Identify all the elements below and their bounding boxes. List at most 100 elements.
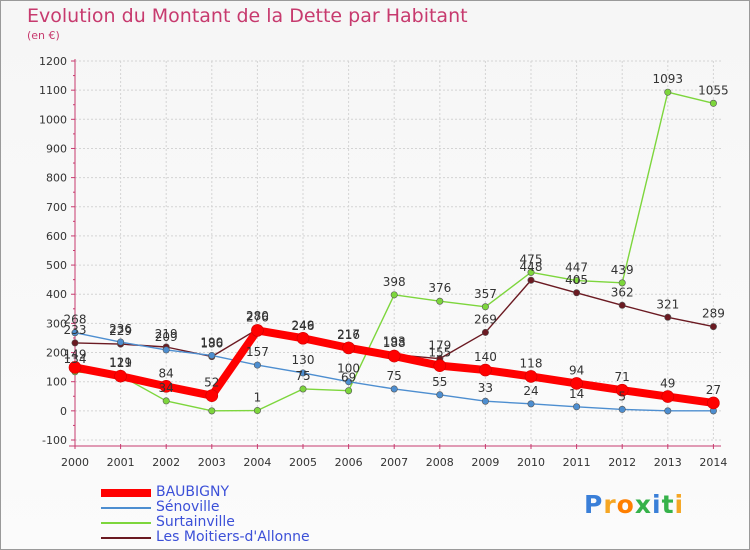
point-s-noville (618, 405, 626, 413)
legend-item-senoville: Sénoville (101, 499, 361, 515)
x-tick-label: 2000 (61, 456, 89, 469)
data-label-surtainville: 398 (383, 275, 406, 289)
legend-swatch-moitiers-d-allonne (101, 537, 151, 539)
x-tick-label: 2008 (426, 456, 454, 469)
point-baubigny (570, 377, 583, 390)
point-les-moitiers-d-allonne (71, 339, 79, 347)
data-label-surtainville: 34 (159, 381, 174, 395)
data-label-les-moitiers-d-allonne: 217 (337, 328, 360, 342)
y-tick-label: 400 (46, 288, 67, 301)
data-label-baubigny: 140 (474, 350, 497, 364)
point-s-noville (71, 329, 79, 337)
data-label-baubigny: 119 (109, 356, 132, 370)
point-les-moitiers-d-allonne (527, 276, 535, 284)
data-label-s-noville: 100 (337, 362, 360, 376)
data-label-surtainville: 357 (474, 287, 497, 301)
point-les-moitiers-d-allonne (573, 289, 581, 297)
data-label-surtainville: 439 (611, 263, 634, 277)
legend-label-baubigny: BAUBIGNY (156, 484, 230, 500)
y-tick-label: 800 (46, 172, 67, 185)
point-s-noville (253, 361, 261, 369)
point-surtainville (664, 88, 672, 96)
y-tick-label: -100 (42, 434, 67, 447)
data-label-s-noville: 130 (292, 353, 315, 367)
data-label-surtainville: 1093 (653, 72, 684, 86)
y-tick-label: 500 (46, 259, 67, 272)
data-label-les-moitiers-d-allonne: 229 (109, 324, 132, 338)
y-tick-label: 0 (60, 405, 67, 418)
series (68, 88, 720, 415)
data-label-baubigny: 27 (706, 383, 721, 397)
point-s-noville (345, 378, 353, 386)
point-s-noville (664, 407, 672, 415)
point-baubigny (205, 389, 219, 402)
data-label-surtainville: 1 (254, 391, 262, 405)
point-baubigny (68, 361, 82, 374)
point-les-moitiers-d-allonne (664, 313, 672, 321)
point-baubigny (342, 341, 355, 355)
data-label-s-noville: 75 (387, 369, 402, 383)
data-label-s-noville: 5 (618, 389, 626, 403)
x-tick-label: 2013 (654, 456, 682, 469)
y-tick-label: 300 (46, 317, 67, 330)
x-tick-label: 2001 (107, 456, 135, 469)
data-label-surtainville: 447 (565, 261, 588, 275)
point-baubigny (387, 349, 401, 363)
series-line-surtainville (74, 91, 714, 412)
legend-swatch-surtainville (101, 522, 151, 524)
point-baubigny (433, 359, 447, 372)
legend-label-moitiers-d-allonne: Les Moitiers-d'Allonne (156, 529, 310, 545)
data-label-baubigny: 149 (64, 347, 87, 361)
point-surtainville (390, 291, 398, 299)
data-label-surtainville: 121 (109, 356, 132, 370)
data-label-baubigny: 155 (428, 346, 451, 360)
data-label-s-noville: 236 (109, 322, 132, 336)
chart-title: Evolution du Montant de la Dette par Hab… (27, 5, 468, 27)
data-label-baubigny: 52 (204, 376, 219, 390)
data-label-surtainville: 1055 (698, 83, 729, 97)
data-label-s-noville: 55 (432, 375, 447, 389)
legend-label-senoville: Sénoville (156, 499, 220, 515)
data-label-les-moitiers-d-allonne: 405 (565, 273, 588, 287)
point-s-noville (481, 397, 489, 405)
data-label-les-moitiers-d-allonne: 448 (520, 260, 543, 274)
y-tick-label: 900 (46, 142, 67, 155)
point-surtainville (527, 268, 535, 276)
y-tick-label: 600 (46, 230, 67, 243)
point-surtainville (208, 407, 216, 415)
data-label-baubigny: 94 (569, 363, 584, 377)
data-label-les-moitiers-d-allonne: 269 (474, 312, 497, 326)
y-tick-label: 1100 (39, 84, 67, 97)
data-label-surtainville: 75 (295, 369, 310, 383)
point-surtainville (162, 397, 170, 405)
data-labels: 233 229 219 186 280 246 217 193 179 269 448 405 362 3… (64, 72, 729, 404)
data-label-les-moitiers-d-allonne: 362 (611, 285, 634, 299)
point-baubigny (296, 331, 310, 345)
data-label-baubigny: 118 (520, 356, 543, 370)
logo-letter: P (584, 490, 604, 519)
y-tick-label: 100 (46, 376, 67, 389)
axes: -100010020030040050060070080090010001100… (39, 55, 727, 469)
point-surtainville (299, 385, 307, 393)
data-label-baubigny: 276 (246, 310, 269, 324)
data-label-s-noville: 268 (64, 313, 87, 327)
point-baubigny (251, 324, 264, 337)
legend-swatch-senoville (101, 507, 151, 509)
point-surtainville (573, 277, 581, 285)
data-label-baubigny: 71 (615, 370, 630, 384)
point-surtainville (618, 279, 626, 287)
data-label-s-noville: 190 (200, 335, 223, 349)
point-baubigny (615, 383, 629, 397)
point-s-noville (208, 351, 216, 359)
x-tick-label: 2010 (517, 456, 545, 469)
data-label-baubigny: 249 (292, 318, 315, 332)
logo-letter: o (616, 490, 635, 519)
point-s-noville (117, 338, 125, 346)
grid (74, 60, 721, 441)
legend-swatch-baubigny (101, 489, 151, 497)
data-label-les-moitiers-d-allonne: 289 (702, 307, 725, 321)
point-surtainville (253, 407, 261, 415)
point-baubigny (524, 370, 538, 383)
x-tick-label: 2002 (152, 456, 180, 469)
